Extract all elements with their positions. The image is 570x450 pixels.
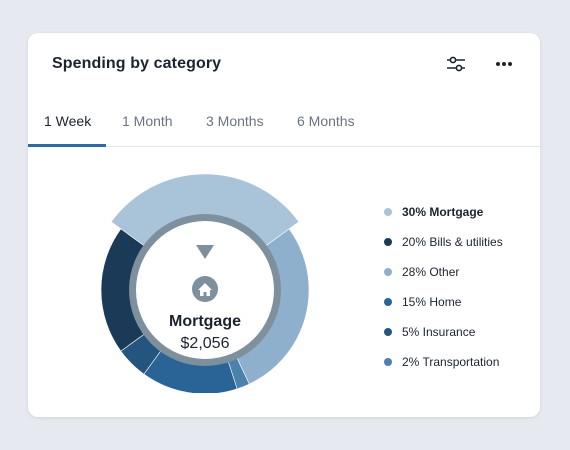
tab-3-months[interactable]: 3 Months (206, 113, 264, 129)
selection-pointer (196, 245, 214, 259)
tab-6-months[interactable]: 6 Months (297, 113, 355, 129)
legend-label: 5% Insurance (402, 325, 476, 339)
more-horizontal-icon (496, 62, 512, 66)
legend-label: 28% Other (402, 265, 460, 279)
legend-dot (384, 268, 392, 276)
tab-1-month[interactable]: 1 Month (122, 113, 173, 129)
center-amount: $2,056 (181, 335, 230, 352)
legend-dot (384, 238, 392, 246)
legend-dot (384, 208, 392, 216)
time-range-tabs: 1 Week 1 Month 3 Months 6 Months (28, 103, 540, 147)
home-icon (192, 276, 218, 302)
card-title: Spending by category (52, 55, 222, 72)
legend-label: 2% Transportation (402, 355, 500, 369)
tab-1-week[interactable]: 1 Week (44, 113, 92, 129)
spending-donut-chart: Mortgage $2,056 (100, 173, 310, 393)
legend-item-mortgage[interactable]: 30% Mortgage (384, 197, 503, 227)
legend-item-transportation[interactable]: 2% Transportation (384, 347, 503, 377)
legend-item-other[interactable]: 28% Other (384, 257, 503, 287)
filter-button[interactable] (443, 51, 469, 77)
legend-dot (384, 358, 392, 366)
sliders-icon (447, 56, 465, 72)
center-category-label: Mortgage (169, 313, 241, 330)
spending-card: Spending by category 1 Week 1 Month 3 Mo… (28, 33, 540, 417)
more-options-button[interactable] (491, 51, 517, 77)
active-tab-indicator (28, 144, 106, 147)
legend: 30% Mortgage 20% Bills & utilities 28% O… (384, 197, 503, 377)
legend-label: 20% Bills & utilities (402, 235, 503, 249)
legend-item-bills-utilities[interactable]: 20% Bills & utilities (384, 227, 503, 257)
legend-dot (384, 328, 392, 336)
legend-label: 15% Home (402, 295, 462, 309)
legend-item-home[interactable]: 15% Home (384, 287, 503, 317)
legend-dot (384, 298, 392, 306)
legend-item-insurance[interactable]: 5% Insurance (384, 317, 503, 347)
legend-label: 30% Mortgage (402, 205, 484, 219)
